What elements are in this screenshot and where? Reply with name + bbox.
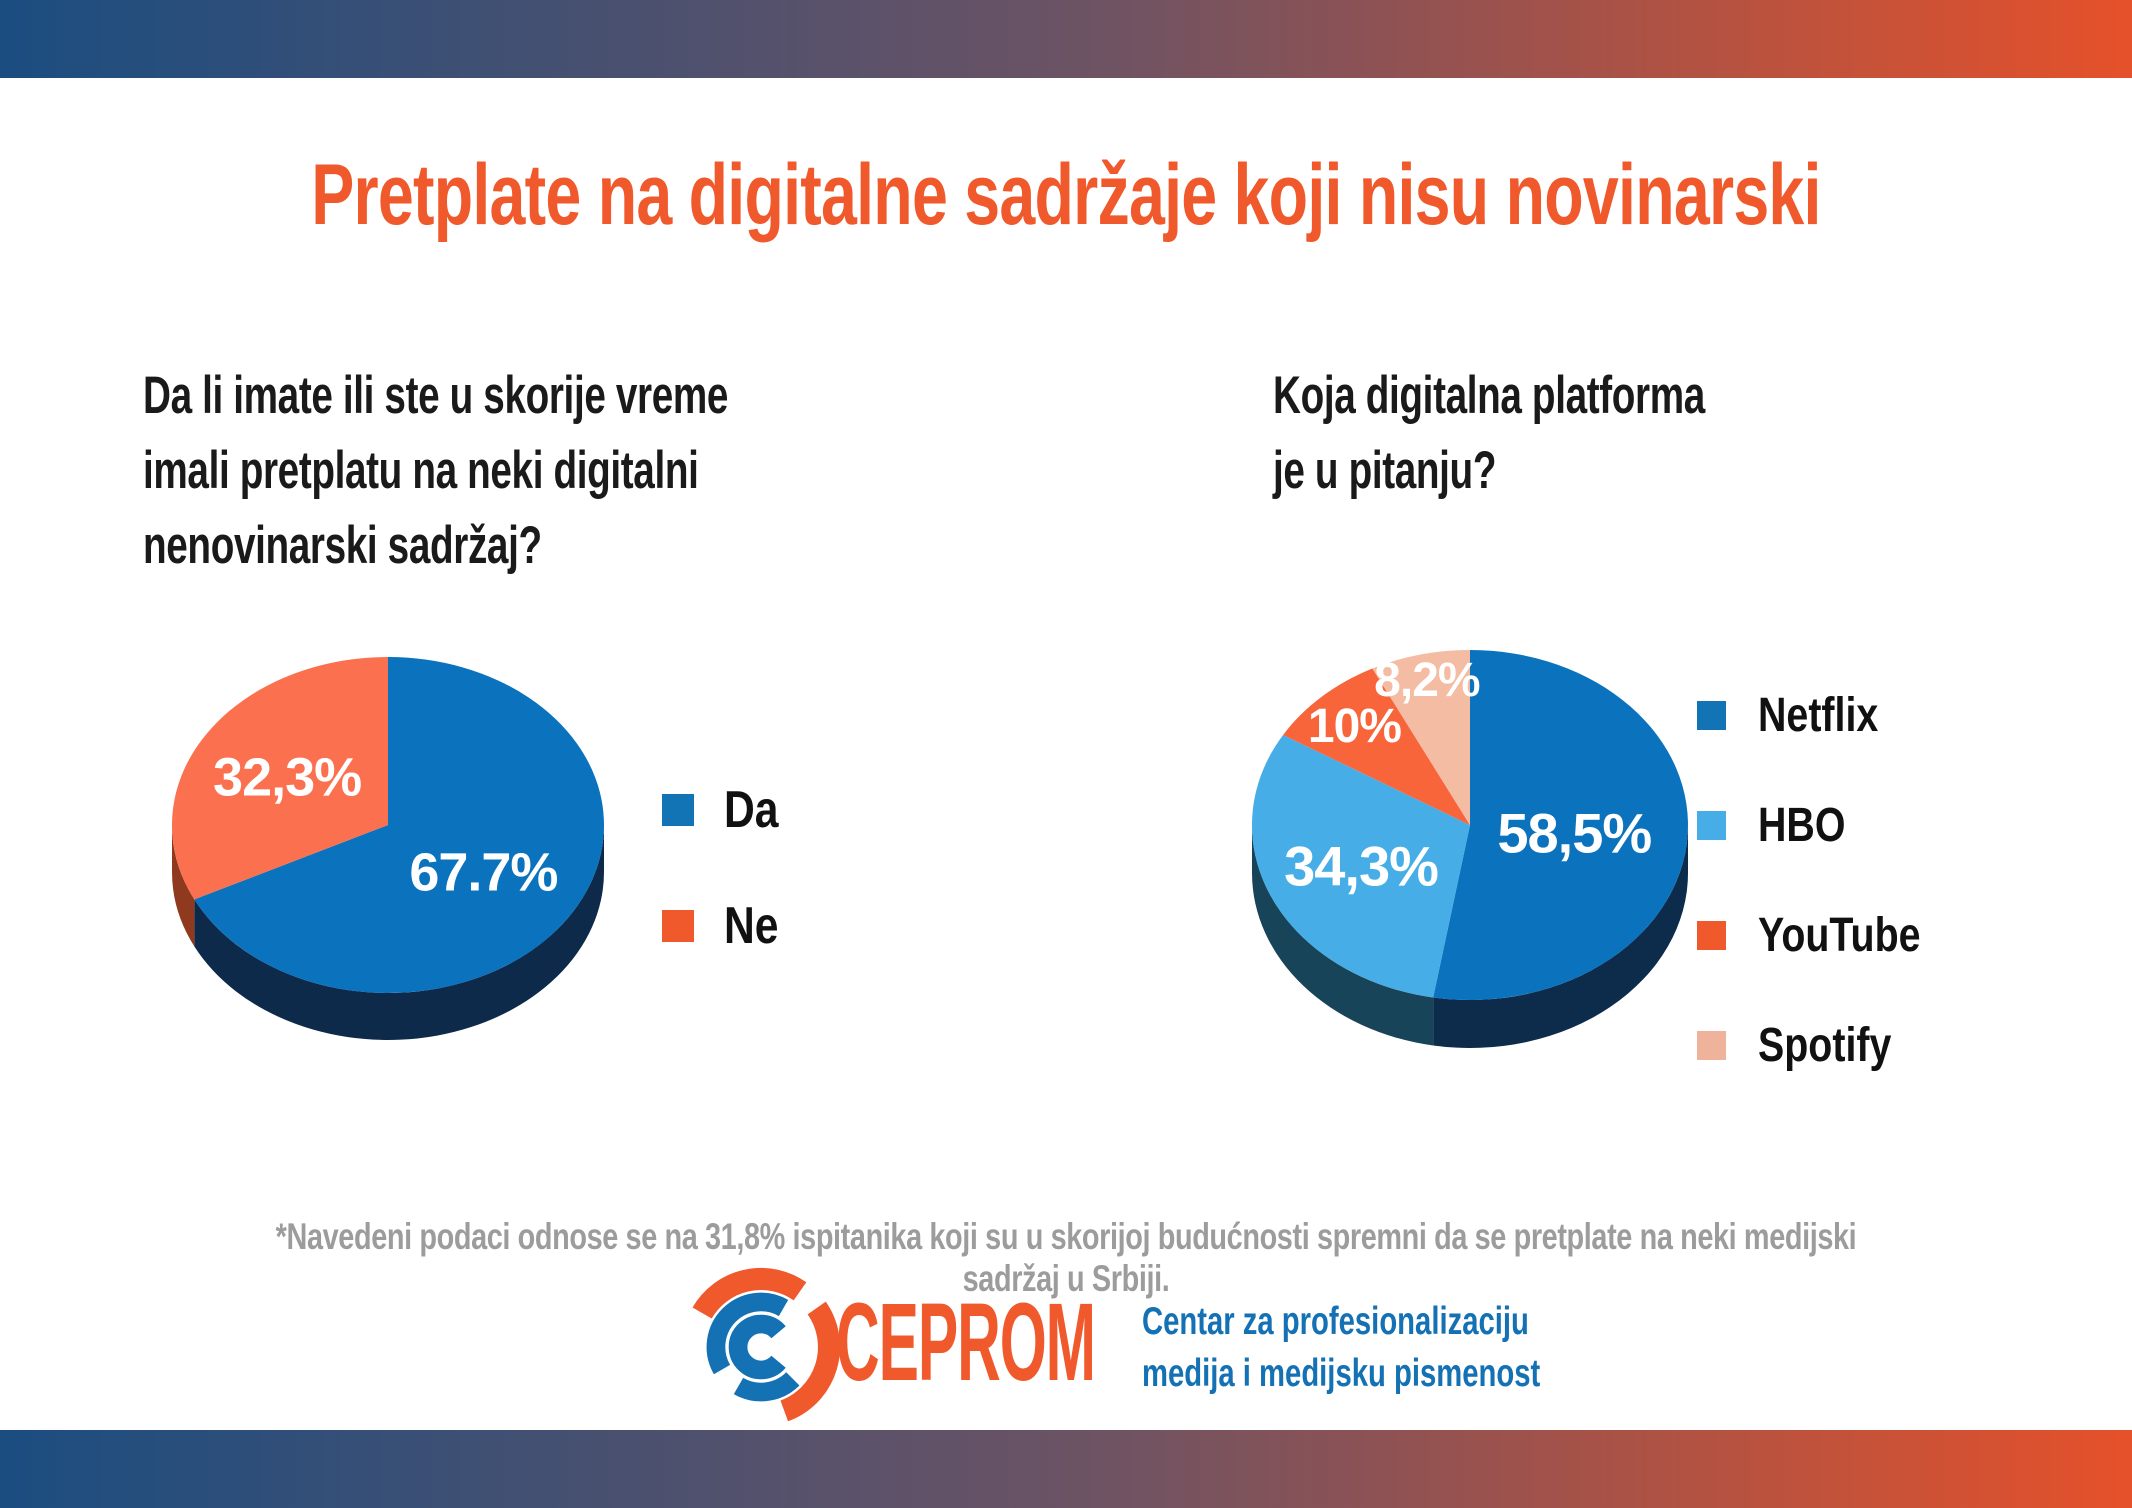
pie-value-label: 34,3% xyxy=(1284,834,1438,897)
pie-slice xyxy=(1433,650,1689,1000)
pie-slice xyxy=(171,657,388,900)
legend-item-ne: Ne xyxy=(662,896,790,956)
pie-value-label: 32,3% xyxy=(213,748,361,808)
legend-swatch xyxy=(1697,1031,1726,1060)
pie-slice xyxy=(194,657,604,993)
question-left: Da li imate ili ste u skorije vreme imal… xyxy=(143,366,729,575)
legend-platforms: Netflix HBO YouTube Spotify xyxy=(1697,688,1956,1128)
ceprom-tagline: Centar za profesionalizaciju medija i me… xyxy=(1142,1300,1541,1395)
legend-item-da: Da xyxy=(662,780,790,840)
logo-arc xyxy=(706,1292,789,1375)
bottom-gradient-bar xyxy=(0,1430,2132,1508)
legend-label: HBO xyxy=(1758,799,1846,852)
legend-label: Spotify xyxy=(1758,1019,1892,1072)
pie-slice xyxy=(194,825,604,1040)
legend-swatch xyxy=(1697,921,1726,950)
pie-value-label: 10% xyxy=(1308,700,1401,753)
pie-slice xyxy=(1252,734,1470,998)
legend-label: YouTube xyxy=(1758,909,1921,962)
top-gradient-bar xyxy=(0,0,2132,78)
pie-slice xyxy=(1433,825,1688,1048)
pie-slice xyxy=(1372,650,1470,825)
legend-item-spotify: Spotify xyxy=(1697,1018,1956,1073)
legend-label: Netflix xyxy=(1758,689,1879,742)
pie-value-label: 8,2% xyxy=(1374,654,1480,707)
pie-chart-subscription-yes-no: 67.7% 32,3% xyxy=(171,657,604,1040)
page-title: Pretplate na digitalne sadržaje koji nis… xyxy=(311,147,1821,243)
legend-item-netflix: Netflix xyxy=(1697,688,1956,743)
legend-yes-no: Da Ne xyxy=(662,780,790,1012)
question-right: Koja digitalna platforma je u pitanju? xyxy=(1273,366,1705,500)
pie-chart-platforms: 58,5% 34,3% 10%8,2% xyxy=(1252,650,1689,1048)
legend-label: Ne xyxy=(724,897,779,955)
pie-slice xyxy=(1252,825,1434,1046)
pie-slice xyxy=(172,825,195,947)
footnote-text: *Navedeni podaci odnose se na 31,8% ispi… xyxy=(275,1216,1857,1299)
legend-swatch xyxy=(662,794,694,826)
legend-swatch xyxy=(662,910,694,942)
logo-arc xyxy=(733,1371,800,1402)
logo-arc xyxy=(780,1301,841,1422)
logo-arc xyxy=(692,1267,807,1319)
pie-value-label: 58,5% xyxy=(1497,801,1651,864)
legend-item-youtube: YouTube xyxy=(1697,908,1956,963)
pie-slice xyxy=(1283,668,1470,825)
pie-value-label: 67.7% xyxy=(409,843,557,903)
logo-arc xyxy=(728,1314,786,1380)
legend-item-hbo: HBO xyxy=(1697,798,1956,853)
legend-swatch xyxy=(1697,811,1726,840)
ceprom-logo-icon xyxy=(692,1267,841,1422)
ceprom-wordmark: CEPROM xyxy=(836,1281,1096,1404)
legend-label: Da xyxy=(724,781,779,839)
legend-swatch xyxy=(1697,701,1726,730)
